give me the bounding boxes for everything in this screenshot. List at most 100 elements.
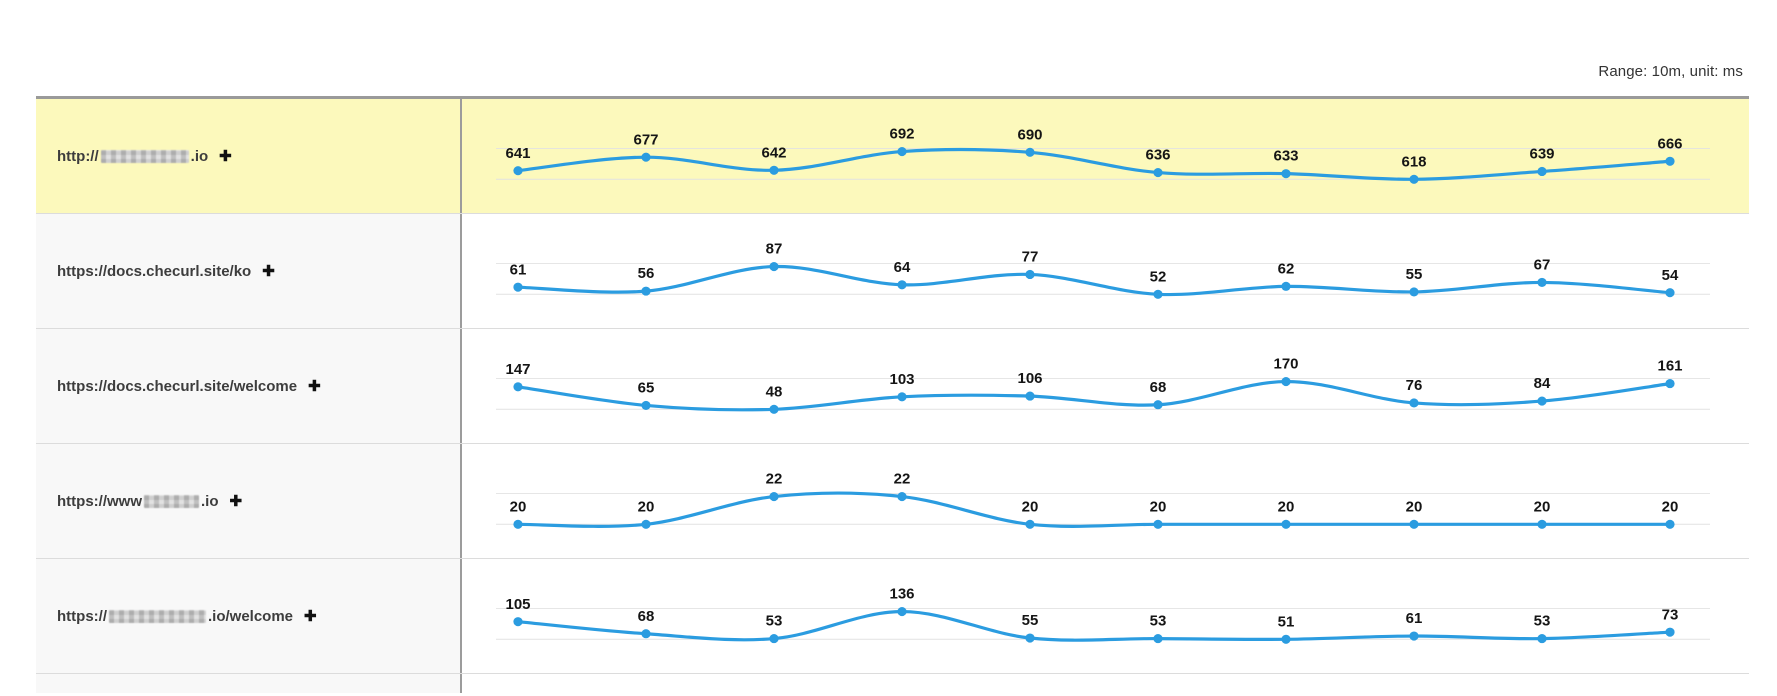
data-point-value: 76	[1406, 377, 1423, 394]
url-row-cutoff	[36, 674, 1749, 693]
data-point[interactable]	[1537, 277, 1547, 287]
data-point[interactable]	[1025, 519, 1035, 529]
data-point-value: 53	[1150, 613, 1167, 630]
data-point-value: 64	[894, 259, 911, 276]
data-point[interactable]	[897, 392, 907, 402]
data-point-value: 677	[633, 131, 658, 148]
url-text-pre: http://	[57, 147, 99, 165]
data-point[interactable]	[1409, 398, 1419, 408]
latency-line	[517, 264, 1671, 297]
data-point[interactable]	[641, 400, 651, 410]
data-point[interactable]	[897, 606, 907, 617]
data-point-value: 20	[638, 498, 655, 515]
data-point[interactable]	[1281, 169, 1291, 179]
data-point-value: 61	[1406, 610, 1423, 627]
data-point[interactable]	[1409, 174, 1419, 184]
data-point-value: 103	[889, 371, 914, 388]
data-point[interactable]	[1537, 634, 1547, 644]
data-point[interactable]	[513, 166, 523, 176]
data-point[interactable]	[1281, 376, 1291, 387]
data-point-value: 77	[1022, 249, 1039, 266]
data-point-value: 20	[1662, 498, 1679, 515]
range-unit-label: Range: 10m, unit: ms	[1598, 63, 1743, 80]
data-point[interactable]	[1665, 156, 1675, 166]
data-point[interactable]	[1153, 167, 1163, 178]
data-point-value: 55	[1406, 266, 1423, 283]
data-point-value: 68	[1150, 379, 1167, 396]
data-point[interactable]	[1025, 391, 1035, 401]
add-url-icon[interactable]: ✚	[262, 262, 275, 280]
data-point[interactable]	[1153, 289, 1163, 299]
data-point[interactable]	[513, 519, 523, 529]
data-point[interactable]	[1665, 288, 1675, 298]
data-point-value: 106	[1017, 370, 1042, 387]
data-point-value: 48	[766, 383, 783, 400]
data-point-value: 56	[638, 265, 655, 282]
data-point[interactable]	[1025, 147, 1035, 157]
data-point[interactable]	[769, 165, 779, 175]
url-row[interactable]: http:// .io ✚ 641 677 642 692 690 636 633 618 639 66…	[36, 99, 1749, 214]
data-point[interactable]	[513, 382, 523, 392]
data-point-value: 51	[1278, 613, 1295, 630]
data-point-value: 68	[638, 608, 655, 625]
data-point[interactable]	[897, 491, 907, 502]
url-text: https://docs.checurl.site/welcome	[57, 378, 297, 395]
data-point[interactable]	[1281, 281, 1291, 291]
url-row[interactable]: https://www .io ✚ 20 20 22 22 20 20 20 20 20 20	[36, 444, 1749, 559]
data-point[interactable]	[769, 634, 779, 644]
data-point[interactable]	[1153, 519, 1163, 529]
url-label-cell: https://docs.checurl.site/ko ✚	[36, 214, 462, 328]
add-url-icon[interactable]: ✚	[229, 492, 243, 510]
data-point[interactable]	[897, 146, 907, 157]
data-point[interactable]	[1025, 269, 1035, 280]
add-url-icon[interactable]: ✚	[308, 377, 321, 395]
data-point[interactable]	[513, 617, 523, 627]
data-point-value: 67	[1534, 257, 1551, 274]
data-point[interactable]	[1537, 396, 1547, 406]
data-point[interactable]	[1537, 519, 1547, 529]
latency-sparkline-chart	[462, 674, 1749, 693]
url-label-cell: https://docs.checurl.site/welcome ✚	[36, 329, 462, 443]
data-point[interactable]	[897, 280, 907, 290]
add-url-icon[interactable]: ✚	[219, 147, 232, 165]
data-point-value: 62	[1278, 261, 1295, 278]
data-point[interactable]	[1665, 379, 1675, 389]
data-point[interactable]	[1409, 631, 1419, 641]
data-point[interactable]	[769, 261, 779, 272]
data-point[interactable]	[641, 286, 651, 296]
url-label-cell	[36, 674, 462, 693]
sparkline-svg: 61 56 87 64 77 52 62 55 67 54	[496, 241, 1710, 299]
data-point[interactable]	[1025, 633, 1035, 643]
url-text: https:// .io/welcome	[57, 608, 293, 625]
data-point[interactable]	[641, 519, 651, 529]
data-point-value: 105	[505, 596, 530, 613]
data-point-value: 22	[766, 471, 783, 488]
blurred-url-segment	[100, 149, 189, 163]
data-point[interactable]	[769, 404, 779, 414]
data-point[interactable]	[1409, 287, 1419, 297]
data-point[interactable]	[1281, 634, 1291, 644]
url-row[interactable]: https:// .io/welcome ✚ 105 68 53 136 55 53 51 61 53…	[36, 559, 1749, 674]
data-point-value: 22	[894, 471, 911, 488]
latency-sparkline-chart: 641 677 642 692 690 636 633 618 639 666	[462, 99, 1749, 213]
data-point[interactable]	[1409, 519, 1419, 529]
sparkline-svg: 20 20 22 22 20 20 20 20 20 20	[496, 471, 1710, 529]
data-point-value: 20	[1278, 498, 1295, 515]
data-point-value: 692	[889, 126, 914, 143]
data-point[interactable]	[641, 629, 651, 639]
data-point[interactable]	[1537, 166, 1547, 177]
data-point[interactable]	[513, 282, 523, 292]
data-point[interactable]	[1665, 627, 1675, 637]
data-point-value: 55	[1022, 612, 1039, 629]
data-point[interactable]	[1281, 519, 1291, 529]
add-url-icon[interactable]: ✚	[304, 607, 317, 625]
url-row[interactable]: https://docs.checurl.site/ko ✚ 61 56 87 64 77 5…	[36, 214, 1749, 329]
data-point[interactable]	[1153, 400, 1163, 410]
data-point[interactable]	[1665, 519, 1675, 529]
url-row[interactable]: https://docs.checurl.site/welcome ✚ 147 65 4…	[36, 329, 1749, 444]
data-point-value: 61	[510, 261, 527, 278]
data-point[interactable]	[641, 152, 651, 162]
data-point[interactable]	[1153, 634, 1163, 644]
data-point[interactable]	[769, 491, 779, 502]
